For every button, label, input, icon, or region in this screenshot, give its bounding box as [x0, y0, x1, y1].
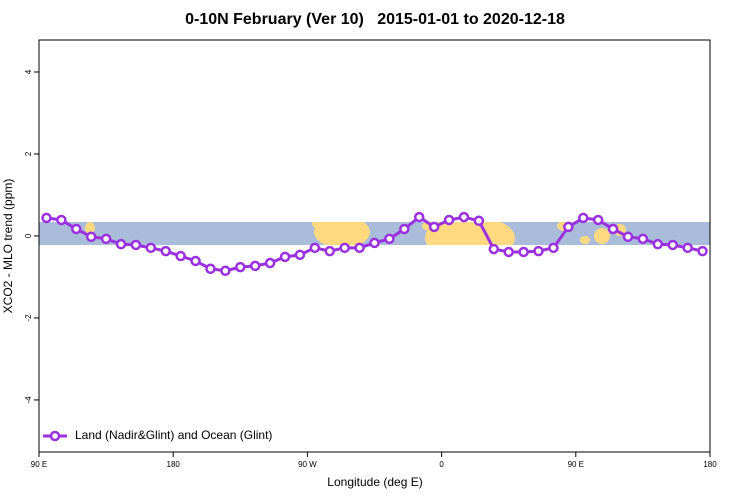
point: [533, 245, 544, 257]
point: [71, 223, 82, 235]
point: [697, 245, 708, 257]
point: [279, 251, 291, 263]
point: [503, 246, 514, 258]
x-tick-label: 90 E: [31, 460, 47, 469]
point: [607, 223, 619, 235]
x-axis-label: Longitude (deg E): [327, 475, 422, 489]
point: [309, 242, 321, 254]
legend-marker: [49, 430, 61, 442]
ocean-band: [39, 222, 710, 245]
point: [85, 231, 97, 243]
point: [682, 242, 693, 254]
point: [563, 221, 574, 233]
point: [413, 211, 425, 223]
point: [384, 233, 395, 245]
point: [458, 211, 470, 223]
point: [264, 257, 276, 269]
point: [667, 239, 678, 251]
x-tick-label: 0: [439, 460, 444, 469]
x-tick-label: 90 W: [298, 460, 317, 469]
x-tick-label: 180: [703, 460, 717, 469]
y-tick-label: 0: [24, 233, 33, 238]
point: [130, 239, 142, 251]
point: [115, 238, 127, 250]
point: [399, 223, 410, 235]
point: [249, 260, 261, 272]
point: [100, 233, 112, 245]
chart-title: 0-10N February (Ver 10) 2015-01-01 to 20…: [185, 11, 565, 28]
point: [428, 221, 440, 233]
point: [518, 246, 529, 258]
point: [592, 214, 604, 226]
x-tick-label: 180: [167, 460, 181, 469]
point: [41, 212, 52, 224]
point: [145, 242, 157, 254]
point: [622, 231, 634, 243]
point: [473, 215, 485, 227]
point: [339, 242, 350, 254]
y-tick-label: -4: [24, 396, 33, 404]
y-axis-label: XCO2 - MLO trend (ppm): [1, 179, 15, 314]
point: [190, 255, 201, 267]
point: [637, 233, 649, 245]
point: [235, 261, 246, 273]
y-tick-label: 4: [24, 69, 33, 74]
point: [220, 265, 231, 277]
point: [488, 243, 500, 255]
point: [205, 263, 216, 275]
legend-label: Land (Nadir&Glint) and Ocean (Glint): [75, 428, 272, 442]
point: [160, 245, 171, 257]
point: [175, 250, 186, 262]
point: [354, 242, 365, 254]
point: [294, 249, 306, 261]
x-tick-label: 90 E: [568, 460, 584, 469]
y-tick-label: 2: [24, 151, 33, 156]
point: [324, 245, 336, 257]
y-tick-label: -2: [24, 314, 33, 322]
point: [548, 242, 559, 254]
point: [652, 238, 664, 250]
point: [369, 237, 380, 249]
point: [443, 214, 455, 226]
plot-frame: [38, 39, 711, 453]
point: [578, 212, 589, 224]
point: [56, 214, 67, 226]
